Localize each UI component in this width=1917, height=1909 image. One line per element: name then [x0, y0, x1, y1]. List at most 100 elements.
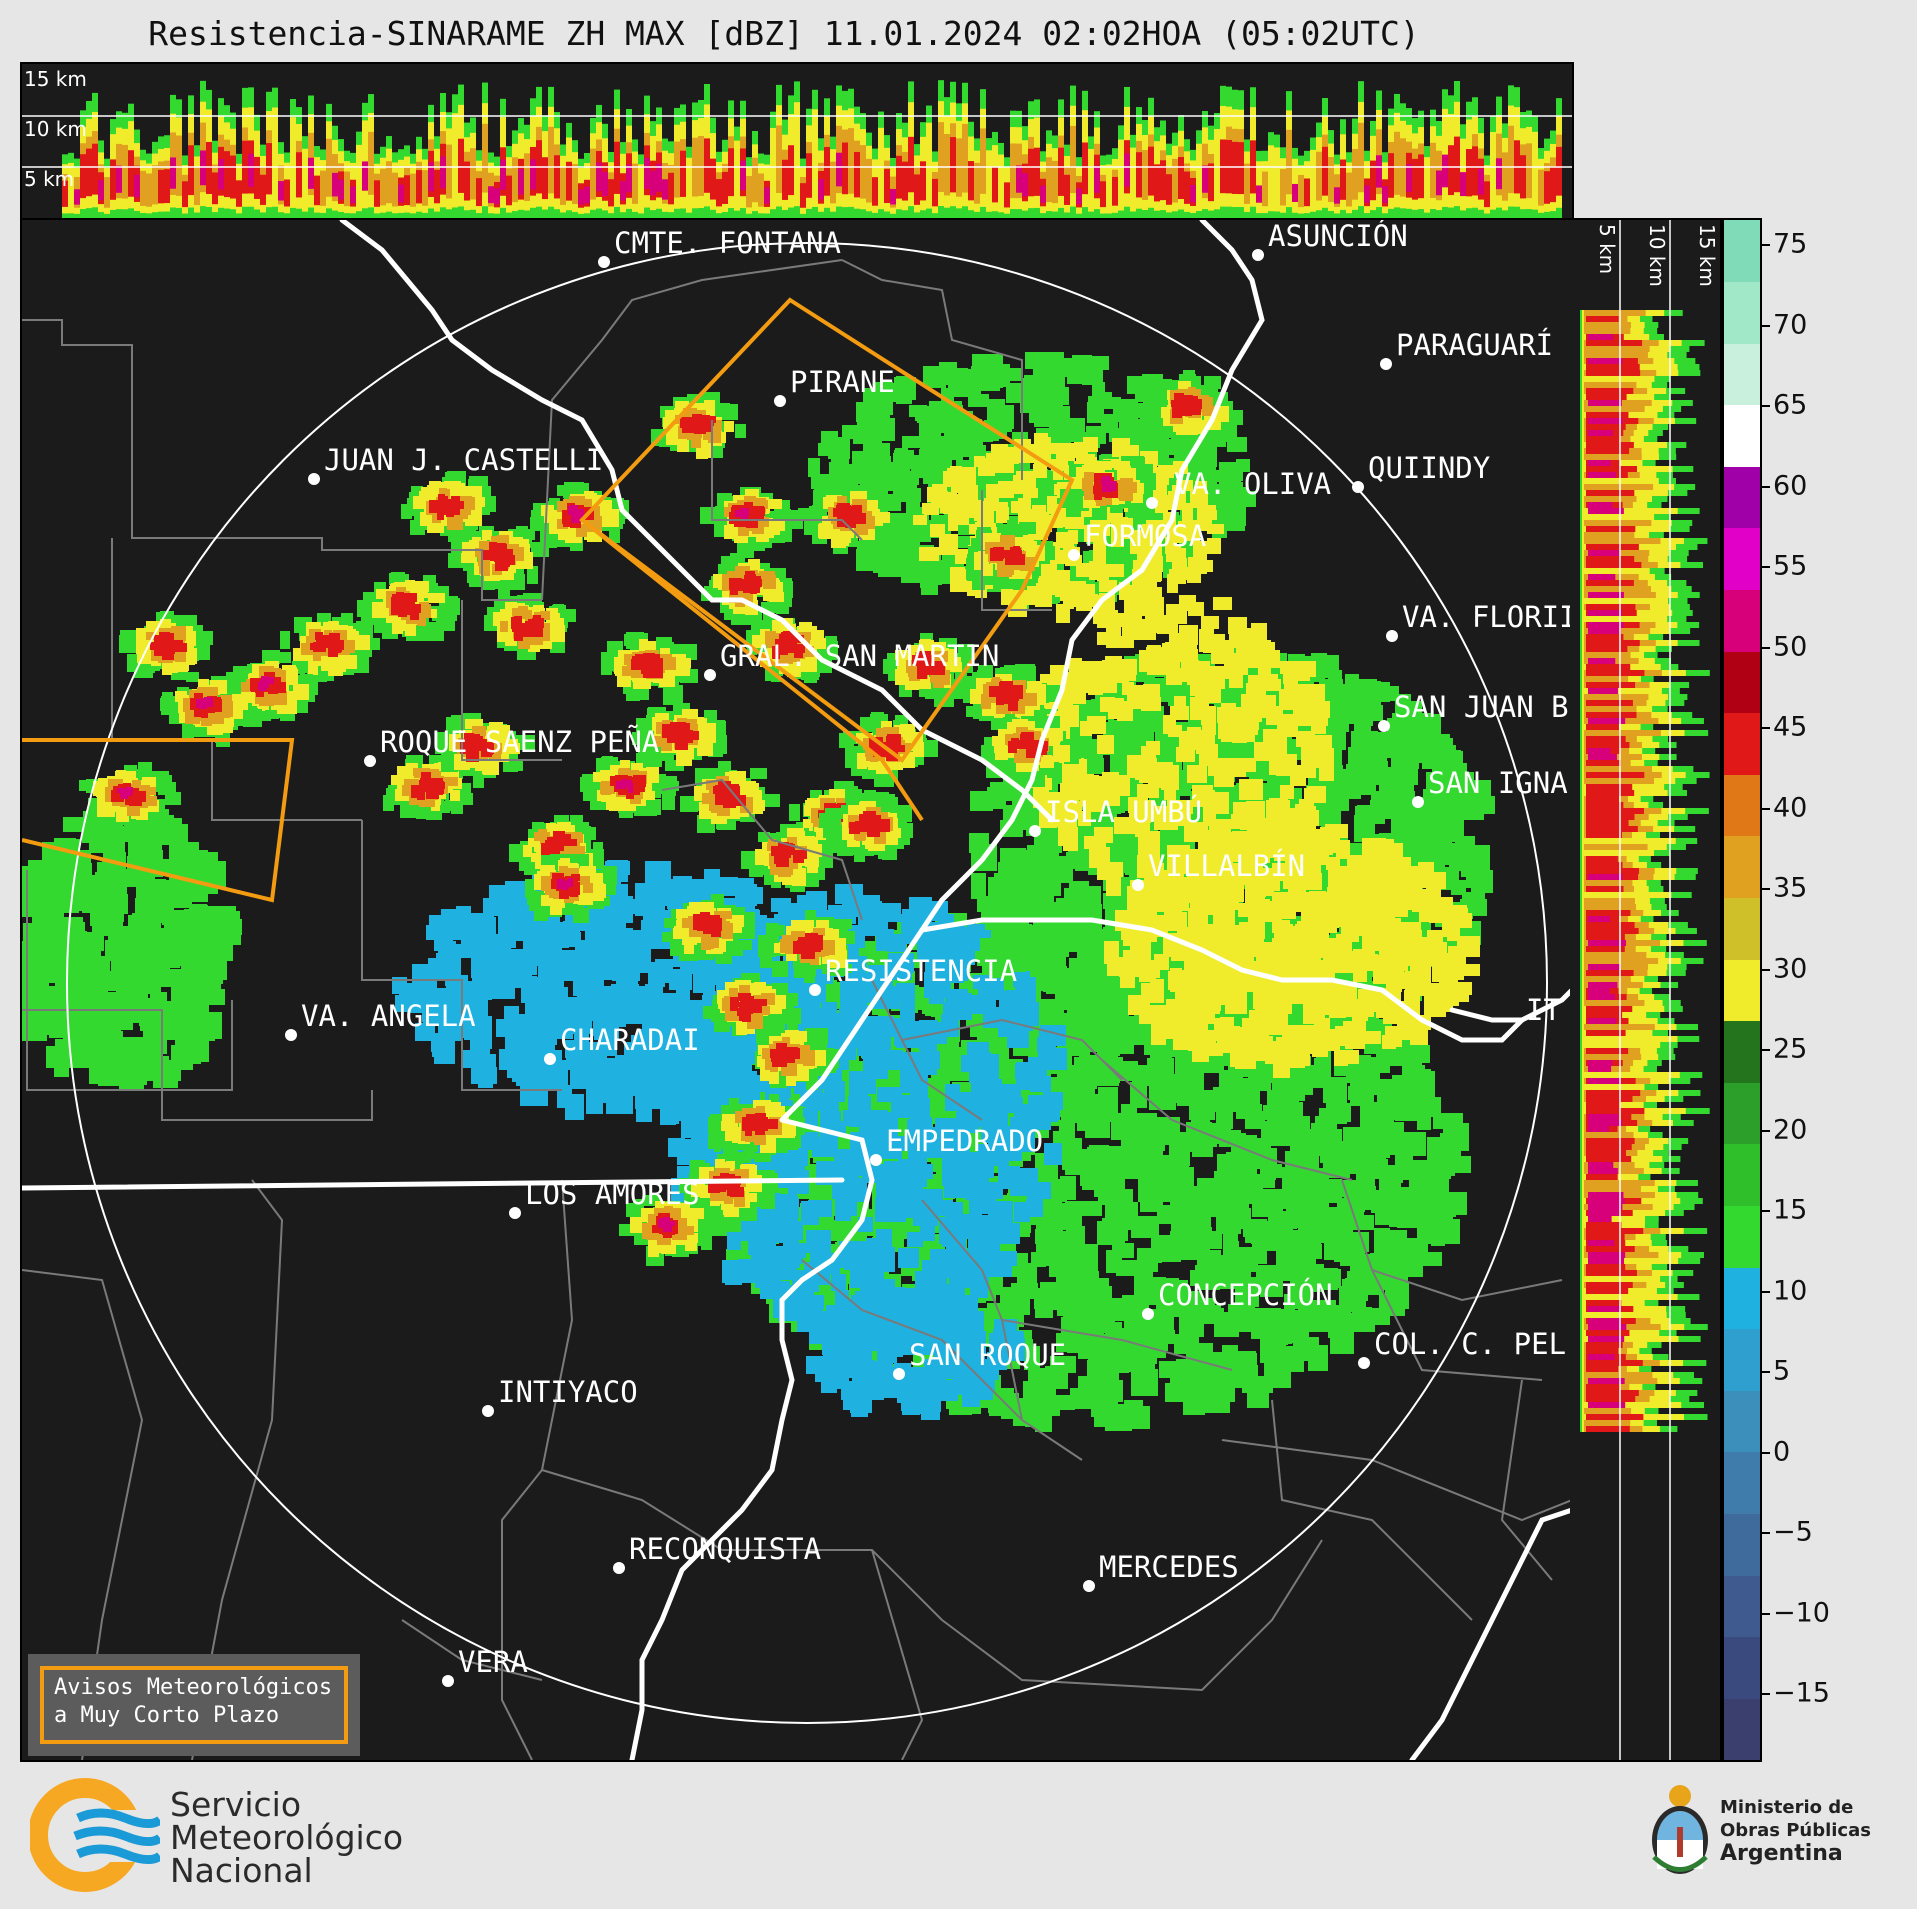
- city-label-vera: VERA: [458, 1645, 528, 1679]
- colorbar-tick-label: −15: [1773, 1677, 1830, 1709]
- warning-polygons[interactable]: [22, 297, 1075, 903]
- radar-map[interactable]: CMTE. FONTANA ASUNCIÓN PARAGUARÍ PIRANE …: [20, 218, 1574, 1762]
- warning-polygon-north[interactable]: [579, 297, 1075, 763]
- city-label-san-ignacio: SAN IGNA: [1428, 766, 1568, 800]
- colorbar-swatch: [1724, 281, 1760, 344]
- city-formosa[interactable]: FORMOSA: [1068, 519, 1206, 561]
- colorbar-tick: [1760, 1371, 1770, 1373]
- colorbar-tick-label: 20: [1773, 1114, 1808, 1145]
- right-height-profile: 5 km 10 km 15 km: [1570, 218, 1722, 1762]
- smn-name: Servicio Meteorológico Nacional: [170, 1788, 403, 1887]
- top-alt-label-10: 10 km: [24, 117, 87, 141]
- smn-line1: Servicio: [170, 1785, 302, 1824]
- city-label-los-amores: LOS AMORES: [525, 1177, 700, 1211]
- colorbar-tick: [1760, 566, 1770, 568]
- colorbar-tick: [1760, 807, 1770, 810]
- radar-map-canvas[interactable]: CMTE. FONTANA ASUNCIÓN PARAGUARÍ PIRANE …: [22, 220, 1572, 1760]
- city-san-ignacio[interactable]: SAN IGNA: [1412, 766, 1568, 808]
- city-va-oliva[interactable]: VA. OLIVA: [1146, 467, 1331, 509]
- city-asuncion[interactable]: ASUNCIÓN: [1252, 220, 1408, 261]
- city-san-juan-b[interactable]: SAN JUAN B: [1378, 690, 1569, 732]
- city-label-resistencia: RESISTENCIA: [825, 954, 1017, 988]
- colorbar-tick-label: 5: [1773, 1355, 1791, 1387]
- city-label-pirane: PIRANE: [790, 365, 895, 399]
- colorbar-tick: [1760, 1290, 1770, 1293]
- city-label-it: IT: [1526, 993, 1561, 1027]
- colorbar-tick-label: 10: [1773, 1275, 1808, 1306]
- city-pirane[interactable]: PIRANE: [774, 365, 895, 407]
- colorbar-tick: [1760, 1532, 1770, 1534]
- colorbar-swatch: [1724, 589, 1760, 652]
- colorbar-tick: [1760, 1451, 1770, 1454]
- colorbar-swatch: [1724, 528, 1760, 591]
- colorbar-swatch: [1724, 774, 1760, 837]
- city-label-cmte-fontana: CMTE. FONTANA: [614, 226, 841, 260]
- colorbar-swatch: [1724, 220, 1760, 283]
- top-alt-label-5: 5 km: [24, 167, 74, 191]
- city-concepcion[interactable]: CONCEPCIÓN: [1142, 1278, 1333, 1320]
- city-villalbin[interactable]: VILLALBÍN: [1132, 849, 1305, 891]
- city-label-va-florida: VA. FLORII: [1402, 600, 1572, 634]
- colorbar-swatch: [1724, 836, 1760, 899]
- smn-line2: Meteorológico: [170, 1818, 404, 1857]
- city-it[interactable]: IT: [1526, 993, 1561, 1027]
- city-label-va-oliva: VA. OLIVA: [1174, 467, 1331, 501]
- city-label-intiyaco: INTIYACO: [498, 1375, 638, 1409]
- city-label-villalbin: VILLALBÍN: [1148, 849, 1305, 883]
- city-label-reconquista: RECONQUISTA: [629, 1532, 821, 1566]
- colorbar-tick: [1760, 244, 1770, 246]
- ministry-line2: Obras Públicas: [1720, 1820, 1871, 1841]
- colorbar-tick-label: 0: [1773, 1436, 1791, 1467]
- city-label-mercedes: MERCEDES: [1099, 1550, 1239, 1584]
- right-alt-label-15: 15 km: [1695, 224, 1719, 287]
- city-label-isla-umbu: ISLA UMBÚ: [1045, 795, 1202, 829]
- city-va-angela[interactable]: VA. ANGELA: [285, 999, 476, 1041]
- colorbar-tick-label: 65: [1773, 389, 1808, 421]
- argentina-coat-of-arms: [1640, 1782, 1720, 1886]
- warnings-legend-line1: Avisos Meteorológicos: [54, 1675, 333, 1700]
- smn-logo: [28, 1778, 163, 1897]
- colorbar-swatch: [1724, 1328, 1760, 1391]
- city-label-gral-san-martin: GRAL. SAN MARTIN: [720, 639, 999, 673]
- city-resistencia[interactable]: RESISTENCIA: [809, 954, 1017, 996]
- city-label-charadai: CHARADAI: [560, 1023, 700, 1057]
- city-roque-saenz-pena[interactable]: ROQUE SAENZ PEÑA: [364, 725, 659, 767]
- warning-polygon-west[interactable]: [22, 738, 295, 903]
- right-alt-label-10: 10 km: [1645, 224, 1669, 287]
- colorbar-swatch: [1724, 1636, 1760, 1699]
- city-reconquista[interactable]: RECONQUISTA: [613, 1532, 821, 1574]
- city-label-formosa: FORMOSA: [1084, 519, 1206, 553]
- rivers-borders: [22, 220, 1572, 1760]
- city-gral-san-martin[interactable]: GRAL. SAN MARTIN: [704, 639, 999, 681]
- city-charadai[interactable]: CHARADAI: [544, 1023, 700, 1065]
- city-juan-j-castelli[interactable]: JUAN J. CASTELLI: [308, 443, 603, 485]
- city-quiindy[interactable]: QUIINDY: [1352, 451, 1490, 493]
- warnings-legend: Avisos Meteorológicos a Muy Corto Plazo: [28, 1654, 360, 1756]
- coat-of-arms-icon: [1652, 1785, 1708, 1874]
- colorbar-swatch: [1724, 1513, 1760, 1576]
- city-isla-umbu[interactable]: ISLA UMBÚ: [1029, 795, 1202, 837]
- city-va-florida[interactable]: VA. FLORII: [1386, 600, 1572, 642]
- warnings-legend-frame: Avisos Meteorológicos a Muy Corto Plazo: [40, 1666, 348, 1744]
- smn-line3: Nacional: [170, 1851, 313, 1890]
- colorbar-swatch: [1724, 1698, 1760, 1761]
- city-intiyaco[interactable]: INTIYACO: [482, 1375, 638, 1417]
- city-label-juan-j-castelli: JUAN J. CASTELLI: [324, 443, 603, 477]
- city-paraguari[interactable]: PARAGUARÍ: [1380, 328, 1553, 370]
- city-label-san-roque: SAN ROQUE: [909, 1338, 1066, 1372]
- city-col-c-pellegrini[interactable]: COL. C. PEL: [1358, 1327, 1566, 1369]
- city-label-quiindy: QUIINDY: [1368, 451, 1490, 485]
- city-san-roque[interactable]: SAN ROQUE: [893, 1338, 1066, 1380]
- colorbar-tick-label: 30: [1773, 953, 1808, 984]
- top-alt-label-15: 15 km: [24, 67, 87, 91]
- colorbar-tick-label: 70: [1773, 309, 1808, 340]
- city-empedrado[interactable]: EMPEDRADO: [870, 1124, 1043, 1166]
- city-vera[interactable]: VERA: [442, 1645, 528, 1687]
- city-cmte-fontana[interactable]: CMTE. FONTANA: [598, 226, 841, 268]
- colorbar-tick-label: 15: [1773, 1194, 1808, 1226]
- city-los-amores[interactable]: LOS AMORES: [509, 1177, 700, 1219]
- colorbar-swatch: [1724, 1144, 1760, 1207]
- colorbar-tick-label: 45: [1773, 711, 1808, 743]
- city-mercedes[interactable]: MERCEDES: [1083, 1550, 1239, 1592]
- warning-polygon-edge[interactable]: [580, 518, 924, 822]
